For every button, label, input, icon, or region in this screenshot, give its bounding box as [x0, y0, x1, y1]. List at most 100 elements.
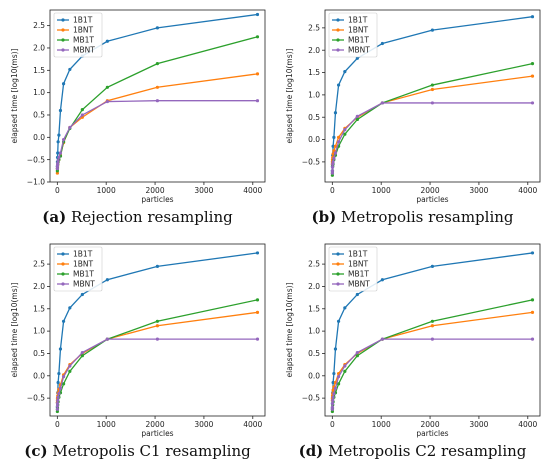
plot-frame [49, 9, 266, 183]
data-point [61, 319, 66, 323]
data-point [343, 369, 347, 373]
data-point [56, 395, 60, 399]
data-point [155, 62, 160, 66]
data-point [68, 364, 72, 368]
chart-a: 0 1000 2000 3000 4000 −1.0 −0.5 0.0 0.5 1.0 1.5 2.0… [10, 9, 266, 204]
legend-marker [61, 272, 65, 276]
y-tick-label: −0.5 [27, 155, 45, 164]
y-axis-label: elapsed time [log10(ms)] [10, 48, 19, 143]
data-point [430, 87, 435, 92]
legend-marker [336, 272, 340, 276]
data-point [57, 392, 61, 396]
x-axis-label: particles [416, 429, 448, 438]
data-point [58, 151, 63, 155]
x-axis-label: particles [141, 429, 173, 438]
legend-label: MB1T [73, 36, 94, 45]
series-1bnt [330, 74, 535, 166]
data-point [155, 26, 160, 30]
x-tick-label: 4000 [518, 420, 537, 429]
legend-label: MBNT [73, 46, 95, 55]
y-tick-label: 0.5 [33, 349, 45, 358]
caption-text: Metropolis resampling [340, 208, 514, 226]
data-point [330, 171, 334, 175]
plot-frame [49, 243, 266, 417]
data-point [332, 156, 336, 160]
legend-marker [61, 262, 65, 266]
data-point [336, 319, 341, 323]
data-point [55, 169, 59, 173]
plot-frame [324, 9, 541, 183]
y-tick-label: −0.5 [302, 394, 320, 403]
x-tick-label: 2000 [421, 186, 440, 195]
data-point [332, 392, 336, 396]
data-point [80, 113, 84, 117]
series-mb1t [330, 298, 535, 414]
data-point [68, 306, 72, 310]
data-point [333, 151, 338, 155]
data-point [331, 398, 335, 402]
series-mbnt [330, 101, 535, 175]
series-mbnt [55, 337, 260, 411]
y-tick-label: −0.5 [27, 394, 45, 403]
data-point [333, 111, 338, 115]
legend-marker [61, 28, 65, 32]
data-point [255, 251, 260, 255]
data-point [105, 337, 109, 341]
caption-letter: (a) [42, 208, 67, 226]
data-point [80, 354, 84, 358]
legend-label: MB1T [348, 36, 369, 45]
x-tick-label: 1000 [97, 186, 116, 195]
x-axis-label: particles [416, 195, 448, 204]
x-tick-label: 3000 [469, 186, 488, 195]
legend-marker [336, 18, 340, 22]
y-tick-label: 2.0 [33, 44, 45, 53]
legend-label: MB1T [348, 270, 369, 279]
data-point [430, 324, 435, 328]
y-tick-label: 2.5 [33, 21, 45, 30]
data-point [255, 72, 260, 76]
data-point [331, 160, 335, 164]
data-point [336, 140, 341, 144]
data-point [430, 101, 435, 105]
data-point [330, 405, 335, 409]
data-point [61, 382, 66, 386]
caption-letter: (d) [298, 442, 324, 460]
legend-marker [61, 252, 65, 256]
legend-box [328, 12, 378, 58]
y-axis-label: elapsed time [log10(ms)] [285, 282, 294, 377]
legend-marker [61, 48, 65, 52]
panel-c: 0 1000 2000 3000 4000 −0.5 0.0 0.5 1.0 1.5 2.0 2.5 p… [0, 234, 275, 467]
data-point [55, 404, 60, 408]
panel-b: 0 1000 2000 3000 4000 −0.5 0.0 0.5 1.0 1.5 2.0 2.5 p… [275, 0, 550, 233]
data-point [155, 85, 160, 89]
data-point [331, 388, 335, 392]
legend-label: 1B1T [348, 250, 368, 259]
data-point [55, 401, 60, 406]
legend-marker [336, 252, 340, 256]
data-point [330, 401, 335, 406]
data-point [430, 319, 435, 323]
data-point [61, 137, 66, 142]
legend-box [53, 12, 103, 58]
y-tick-label: 2.5 [308, 260, 320, 269]
data-point [68, 125, 72, 130]
data-point [355, 56, 359, 60]
data-point [430, 264, 435, 268]
data-point [530, 15, 535, 19]
x-tick-label: 2000 [421, 420, 440, 429]
y-tick-label: 1.5 [33, 304, 45, 313]
caption-b: (b) Metropolis resampling [275, 208, 550, 226]
data-point [333, 347, 338, 351]
data-point [336, 83, 341, 87]
data-point [331, 395, 335, 399]
chart-d: 0 1000 2000 3000 4000 −0.5 0.0 0.5 1.0 1.5 2.0 2.5 p… [285, 243, 541, 438]
y-tick-label: −1.0 [27, 178, 45, 187]
y-tick-label: 1.0 [308, 327, 320, 336]
data-point [155, 319, 160, 323]
data-point [56, 398, 60, 402]
data-point [332, 371, 336, 376]
data-point [330, 409, 334, 414]
y-tick-label: 1.5 [33, 66, 45, 75]
x-tick-label: 0 [330, 420, 335, 429]
